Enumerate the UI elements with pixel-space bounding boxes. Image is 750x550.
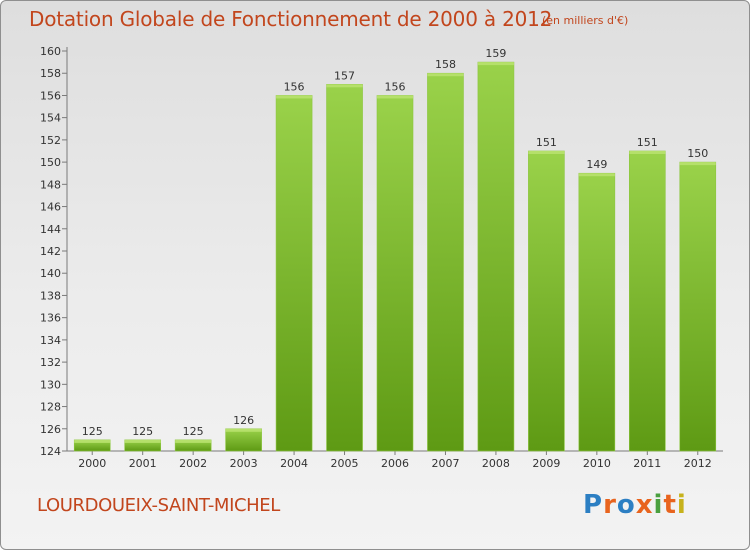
data-label: 158: [435, 58, 456, 71]
logo-letter: x: [635, 490, 654, 520]
bar: [427, 72, 464, 452]
y-tick-label: 138: [40, 289, 61, 302]
commune-name: LOURDOUEIX-SAINT-MICHEL: [37, 495, 280, 516]
data-label: 150: [687, 147, 708, 160]
y-tick-label: 132: [40, 356, 61, 369]
proxiti-logo[interactable]: Proxiti: [583, 490, 687, 520]
bar-highlight: [629, 151, 666, 154]
bar-highlight: [679, 162, 716, 166]
bar: [629, 150, 666, 452]
bar-highlight: [377, 95, 413, 99]
chart-subtitle: (en milliers d'€): [542, 14, 629, 27]
bar: [528, 150, 565, 452]
y-tick-label: 136: [40, 312, 61, 325]
bar-highlight: [74, 439, 111, 443]
logo-letter: t: [663, 490, 677, 520]
chart-title: Dotation Globale de Fonctionnement de 20…: [29, 7, 553, 31]
bar: [225, 428, 262, 452]
y-tick-label: 150: [40, 156, 61, 169]
logo-letter: i: [676, 490, 687, 520]
y-tick-label: 130: [40, 378, 61, 391]
y-tick-label: 158: [40, 67, 61, 80]
bar: [326, 84, 363, 452]
logo-letter: P: [583, 490, 604, 520]
x-tick-label: 2009: [532, 457, 560, 470]
bar: [679, 161, 717, 452]
data-label: 125: [132, 425, 153, 438]
logo-letter: o: [616, 490, 636, 520]
data-label: 156: [385, 80, 406, 93]
x-tick-label: 2003: [230, 457, 258, 470]
data-label: 126: [233, 414, 254, 427]
x-tick-label: 2007: [431, 457, 459, 470]
x-tick-label: 2008: [482, 457, 510, 470]
x-tick-label: 2001: [129, 457, 157, 470]
y-tick-label: 152: [40, 134, 61, 147]
logo-letter: r: [603, 490, 617, 520]
bar-highlight: [124, 439, 161, 443]
data-label: 149: [586, 158, 607, 171]
logo-letter: i: [653, 490, 664, 520]
data-label: 125: [82, 425, 103, 438]
y-tick-label: 148: [40, 178, 61, 191]
bar: [376, 95, 414, 452]
x-tick-label: 2002: [179, 457, 207, 470]
bar-highlight: [175, 439, 212, 443]
x-tick-label: 2004: [280, 457, 308, 470]
x-tick-label: 2006: [381, 457, 409, 470]
y-tick-label: 126: [40, 423, 61, 436]
data-label: 157: [334, 69, 355, 82]
y-tick-label: 154: [40, 112, 61, 125]
y-tick-label: 146: [40, 201, 61, 214]
data-label: 156: [284, 80, 305, 93]
y-tick-label: 128: [40, 401, 61, 414]
bar-highlight: [276, 95, 313, 99]
y-tick-label: 124: [40, 445, 61, 458]
bar-highlight: [427, 73, 464, 77]
x-tick-label: 2011: [633, 457, 661, 470]
y-tick-label: 156: [40, 89, 61, 102]
y-tick-label: 142: [40, 245, 61, 258]
y-tick-label: 134: [40, 334, 61, 347]
bar-highlight: [225, 428, 262, 432]
bar-highlight: [477, 62, 514, 66]
data-label: 159: [485, 47, 506, 60]
bar: [275, 95, 313, 452]
bar-highlight: [578, 173, 615, 177]
x-tick-label: 2010: [583, 457, 611, 470]
x-tick-label: 2000: [78, 457, 106, 470]
x-tick-label: 2005: [331, 457, 359, 470]
data-label: 125: [183, 425, 204, 438]
bar: [578, 172, 616, 452]
data-label: 151: [536, 136, 557, 149]
x-tick-label: 2012: [684, 457, 712, 470]
y-tick-label: 160: [40, 45, 61, 58]
bar-highlight: [528, 151, 565, 154]
bar-highlight: [326, 84, 363, 88]
y-tick-label: 144: [40, 223, 61, 236]
y-tick-label: 140: [40, 267, 61, 280]
data-label: 151: [637, 136, 658, 149]
bar: [477, 61, 515, 452]
